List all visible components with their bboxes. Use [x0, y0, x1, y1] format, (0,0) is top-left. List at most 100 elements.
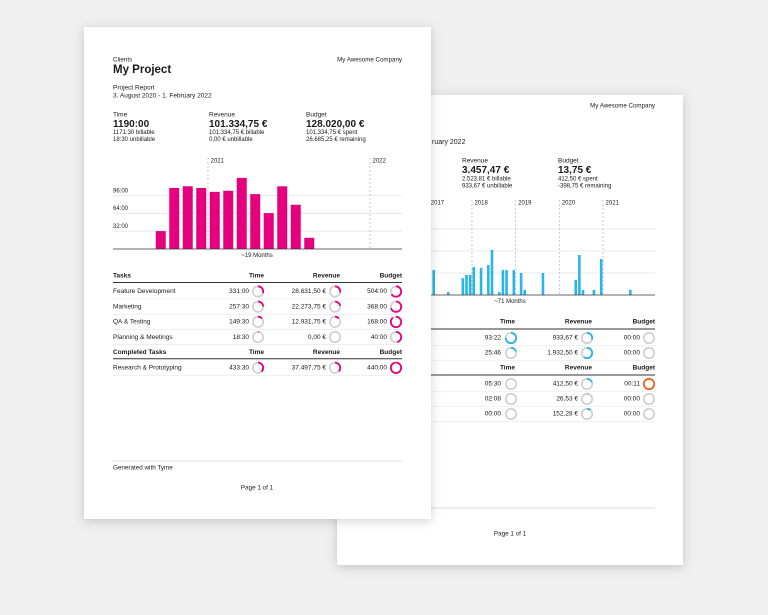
table-header: Completed Tasks: [113, 349, 167, 356]
ring-track: [642, 331, 656, 345]
task-name: Marketing: [113, 303, 142, 310]
chart-bar: [479, 267, 483, 295]
report-label: Project Report: [113, 85, 155, 92]
table-cell: 18:30: [233, 334, 250, 341]
chart-bar: [592, 289, 596, 295]
table-cell: 05:30: [485, 381, 502, 388]
progress-ring: [389, 315, 403, 329]
chart-bar: [599, 259, 603, 295]
table-header: Time: [249, 349, 264, 356]
progress-ring: [580, 377, 594, 391]
table-header: Tasks: [113, 273, 131, 280]
chart-bar: [196, 187, 207, 249]
year-label: 2017: [431, 201, 445, 207]
chart-bar: [497, 292, 501, 295]
table-cell: 504:00: [367, 288, 387, 295]
table-header: Revenue: [313, 349, 340, 356]
chart-bar: [236, 177, 247, 249]
summary-value: 13,75 €: [558, 165, 592, 176]
table-header: Budget: [633, 319, 656, 326]
task-name: Planning & Meetings: [113, 334, 173, 341]
chart-bar: [578, 255, 581, 295]
report-period: ruary 2022: [432, 139, 466, 146]
table-cell: 40:00: [371, 334, 388, 341]
progress-ring: [389, 331, 403, 344]
summary-detail: 933,67 € unbillable: [462, 184, 513, 190]
table-cell: 00:00: [624, 396, 641, 403]
chart-bar: [277, 186, 288, 249]
summary-detail: -398,75 € remaining: [558, 184, 611, 190]
chart-bar: [468, 274, 472, 295]
y-tick-label: 64:00: [113, 206, 129, 212]
table-cell: 433:30: [229, 365, 249, 372]
table-cell: 28.631,50 €: [292, 288, 327, 295]
year-label: 2019: [518, 201, 532, 207]
span-label: ~19 Months: [241, 253, 273, 259]
progress-ring: [251, 300, 265, 313]
summary-value: 128.020,00 €: [306, 119, 365, 130]
ring-track: [328, 330, 342, 344]
ring-track: [504, 392, 518, 406]
progress-ring: [642, 377, 656, 391]
ring-track: [504, 377, 518, 391]
chart-bar: [209, 191, 220, 249]
chart-bar: [472, 267, 476, 295]
chart-bar: [155, 231, 166, 249]
table-header: Budget: [633, 365, 656, 372]
table-cell: 152,28 €: [553, 411, 579, 418]
table-cell: 00:00: [624, 411, 641, 418]
table-header: Time: [500, 365, 515, 372]
summary-detail: 0,00 € unbillable: [209, 137, 253, 143]
chart-bar: [512, 270, 516, 295]
summary-detail: 101.334,75 € billable: [209, 130, 265, 136]
table-cell: 1.932,50 €: [547, 350, 578, 357]
progress-ring: [328, 285, 342, 298]
chart-bar: [581, 289, 585, 295]
table-cell: 12.931,75 €: [292, 319, 327, 326]
chart-bar: [541, 273, 545, 295]
chart-bar: [490, 249, 494, 295]
chart-bar: [446, 292, 450, 295]
chart-bar: [461, 278, 465, 295]
table-cell: 26,53 €: [556, 396, 578, 403]
table-cell: 412,50 €: [553, 381, 579, 388]
ring-track: [642, 346, 656, 360]
table-cell: 257:30: [229, 303, 249, 310]
table-cell: 331:00: [229, 288, 249, 295]
summary-detail: 18:30 unbillable: [113, 137, 156, 143]
year-label: 2022: [373, 159, 387, 165]
table-cell: 933,67 €: [553, 335, 579, 342]
table-header: Budget: [380, 349, 403, 356]
progress-ring: [504, 331, 518, 345]
chart-bar: [465, 274, 468, 295]
chart-bar: [290, 204, 301, 249]
table-cell: 0,00 €: [308, 334, 326, 341]
chart-bar: [169, 187, 180, 249]
company-name: My Awesome Company: [337, 57, 403, 64]
year-label: 2021: [211, 159, 225, 165]
table-cell: 440:00: [367, 365, 387, 372]
summary-detail: 26.685,25 € remaining: [306, 137, 366, 143]
table-header: Revenue: [565, 319, 592, 326]
task-name: Feature Development: [113, 288, 176, 295]
progress-ring: [328, 315, 342, 329]
progress-ring: [580, 392, 594, 406]
progress-ring: [389, 300, 403, 313]
summary-value: 3.457,47 €: [462, 165, 510, 176]
progress-ring: [251, 285, 265, 298]
summary-detail: 1171:30 billable: [113, 130, 155, 136]
progress-ring: [328, 300, 342, 313]
summary-value: 101.334,75 €: [209, 119, 268, 130]
span-label: ~71 Months: [494, 299, 526, 305]
chart-bar: [629, 289, 632, 295]
chart-bar: [519, 273, 523, 295]
page-number: Page 1 of 1: [241, 485, 274, 492]
progress-ring: [328, 361, 342, 374]
table-cell: 93:22: [485, 335, 502, 342]
summary-label: Budget: [306, 112, 327, 119]
table-cell: 368:00: [367, 303, 387, 310]
project-title: My Project: [113, 64, 171, 76]
chart-bar: [523, 289, 527, 295]
ring-track: [504, 407, 518, 421]
